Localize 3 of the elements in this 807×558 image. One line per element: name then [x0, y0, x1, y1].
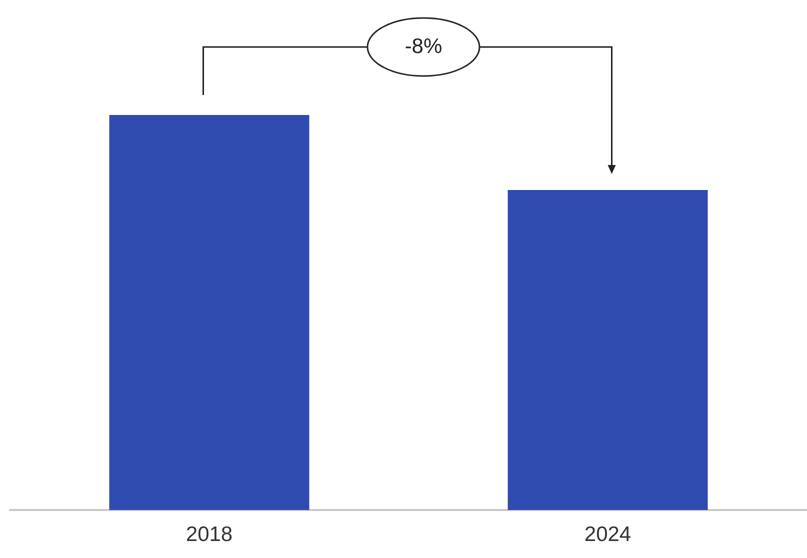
text: -8% — [404, 34, 444, 60]
x-tick-label: 2018 — [186, 523, 233, 546]
x-tick-label: 2024 — [584, 523, 632, 546]
